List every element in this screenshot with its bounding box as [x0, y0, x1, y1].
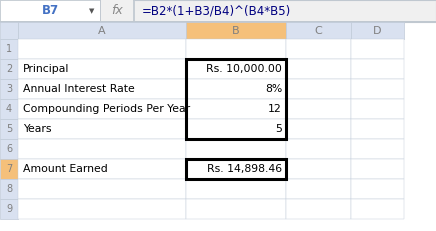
- Bar: [18, 22, 186, 39]
- Bar: [186, 199, 286, 219]
- Text: ▼: ▼: [89, 8, 95, 14]
- Bar: [186, 179, 286, 199]
- Bar: [351, 179, 404, 199]
- Text: Principal: Principal: [23, 64, 69, 74]
- Bar: [286, 79, 351, 99]
- Bar: [100, 0, 101, 22]
- Bar: [351, 139, 404, 159]
- Bar: [351, 22, 404, 39]
- Bar: [18, 79, 186, 99]
- Bar: [0, 99, 18, 119]
- Text: 4: 4: [6, 104, 12, 114]
- Text: Annual Interest Rate: Annual Interest Rate: [23, 84, 135, 94]
- Bar: [286, 99, 351, 119]
- Text: D: D: [373, 25, 382, 36]
- Bar: [286, 139, 351, 159]
- Bar: [286, 179, 351, 199]
- Bar: [186, 22, 286, 39]
- Bar: [351, 159, 404, 179]
- Text: 9: 9: [6, 204, 12, 214]
- Bar: [0, 139, 18, 159]
- Text: 8: 8: [6, 184, 12, 194]
- Bar: [351, 119, 404, 139]
- Bar: [286, 39, 351, 59]
- Bar: [18, 119, 186, 139]
- Bar: [286, 59, 351, 79]
- Bar: [0, 119, 18, 139]
- Text: 2: 2: [6, 64, 12, 74]
- Text: B: B: [232, 25, 240, 36]
- Text: A: A: [98, 25, 106, 36]
- Text: 1: 1: [6, 44, 12, 54]
- Bar: [286, 159, 351, 179]
- Text: 5: 5: [6, 124, 12, 134]
- Bar: [186, 159, 286, 179]
- Bar: [186, 99, 286, 119]
- Bar: [351, 79, 404, 99]
- Bar: [286, 22, 351, 39]
- Bar: [351, 99, 404, 119]
- Bar: [18, 39, 186, 59]
- Text: 7: 7: [6, 164, 12, 174]
- Text: Amount Earned: Amount Earned: [23, 164, 108, 174]
- Text: 5: 5: [275, 124, 282, 134]
- Bar: [0, 0, 436, 22]
- Text: =B2*(1+B3/B4)^(B4*B5): =B2*(1+B3/B4)^(B4*B5): [142, 4, 291, 18]
- Bar: [0, 79, 18, 99]
- Bar: [0, 22, 18, 39]
- Bar: [0, 21, 436, 22]
- Text: fx: fx: [111, 4, 123, 18]
- Bar: [18, 159, 186, 179]
- Bar: [101, 0, 133, 22]
- Bar: [133, 0, 134, 22]
- Bar: [0, 59, 18, 79]
- Bar: [0, 159, 18, 179]
- Bar: [0, 199, 18, 219]
- Text: 12: 12: [268, 104, 282, 114]
- Text: 6: 6: [6, 144, 12, 154]
- Text: Rs. 10,000.00: Rs. 10,000.00: [206, 64, 282, 74]
- Bar: [18, 59, 186, 79]
- Bar: [0, 39, 18, 59]
- Bar: [0, 179, 18, 199]
- Bar: [18, 139, 186, 159]
- Bar: [18, 199, 186, 219]
- Bar: [186, 159, 286, 179]
- Bar: [186, 79, 286, 99]
- Bar: [186, 59, 286, 79]
- Bar: [18, 99, 186, 119]
- Bar: [351, 39, 404, 59]
- Bar: [18, 179, 186, 199]
- Bar: [286, 119, 351, 139]
- Bar: [186, 139, 286, 159]
- Bar: [286, 199, 351, 219]
- Bar: [186, 59, 286, 139]
- Bar: [186, 39, 286, 59]
- Text: B7: B7: [41, 4, 58, 18]
- Bar: [0, 0, 100, 22]
- Bar: [186, 119, 286, 139]
- Text: 3: 3: [6, 84, 12, 94]
- Text: Years: Years: [23, 124, 51, 134]
- Text: C: C: [315, 25, 322, 36]
- Bar: [351, 199, 404, 219]
- Bar: [351, 59, 404, 79]
- Text: Rs. 14,898.46: Rs. 14,898.46: [207, 164, 282, 174]
- Text: Compounding Periods Per Year: Compounding Periods Per Year: [23, 104, 190, 114]
- Text: 8%: 8%: [265, 84, 282, 94]
